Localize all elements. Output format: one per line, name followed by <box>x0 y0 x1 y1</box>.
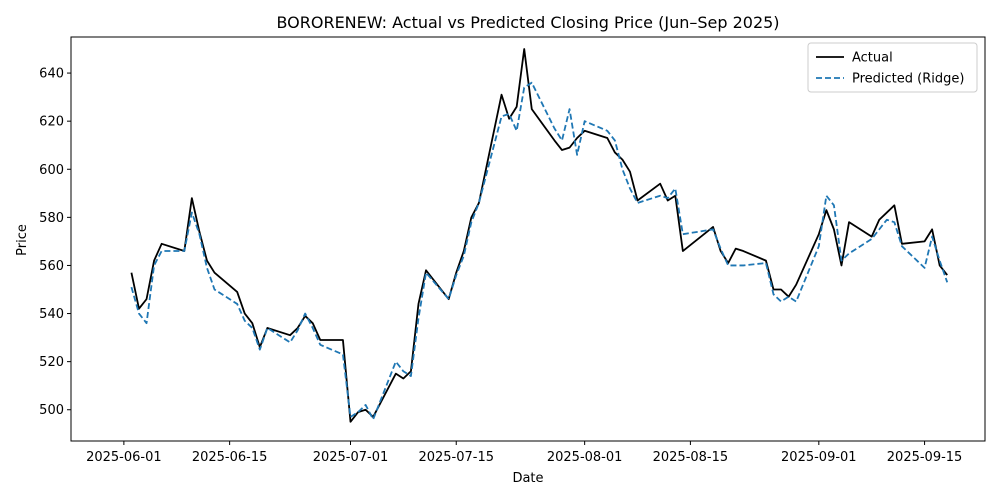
x-tick-label: 2025-09-15 <box>887 450 963 465</box>
y-tick-label: 500 <box>39 403 64 418</box>
x-tick-label: 2025-09-01 <box>781 450 857 465</box>
plot-frame <box>70 36 986 442</box>
x-tick-label: 2025-08-01 <box>547 450 623 465</box>
legend-label-actual: Actual <box>852 51 893 66</box>
series-line-predicted <box>130 81 949 421</box>
x-tick-label: 2025-07-15 <box>418 450 494 465</box>
x-axis: 2025-06-01 2025-06-15 2025-07-01 2025-07-15… <box>86 441 962 465</box>
y-tick-label: 600 <box>39 163 64 178</box>
y-tick-label: 620 <box>39 115 64 130</box>
y-tick-label: 580 <box>39 211 64 226</box>
x-tick-label: 2025-07-01 <box>313 450 389 465</box>
legend-box <box>807 42 978 93</box>
y-axis-title: Price <box>15 224 30 256</box>
chart-title: BORORENEW: Actual vs Predicted Closing P… <box>276 13 779 32</box>
plot-area <box>70 36 986 442</box>
x-axis-title: Date <box>512 471 543 486</box>
x-tick-label: 2025-06-15 <box>192 450 268 465</box>
legend: Actual Predicted (Ridge) <box>807 42 978 93</box>
y-tick-label: 540 <box>39 307 64 322</box>
x-tick-label: 2025-08-15 <box>653 450 729 465</box>
x-tick-label: 2025-06-01 <box>86 450 162 465</box>
y-tick-label: 560 <box>39 259 64 274</box>
y-axis: 500 520 540 560 580 600 620 640 <box>39 67 71 418</box>
legend-label-predicted: Predicted (Ridge) <box>852 72 964 87</box>
series-line-actual <box>130 48 948 423</box>
y-tick-label: 520 <box>39 355 64 370</box>
y-tick-label: 640 <box>39 67 64 82</box>
